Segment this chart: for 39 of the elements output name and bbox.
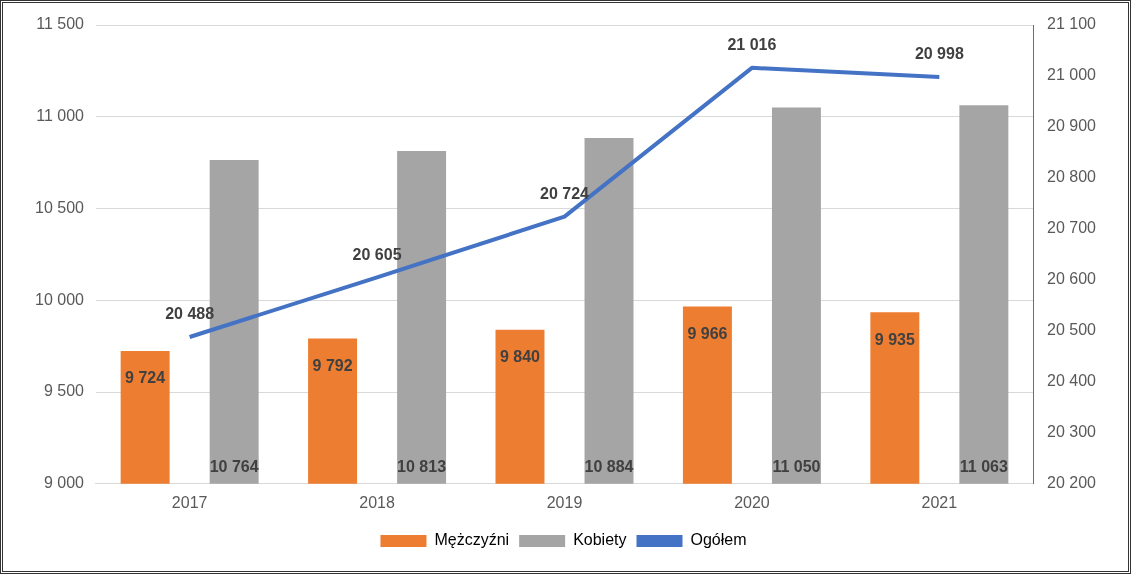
data-label: 20 605 [352, 245, 402, 263]
y-tick-label: 10 000 [35, 290, 85, 308]
data-label: 9 935 [874, 330, 915, 348]
data-label: 20 998 [914, 45, 964, 63]
legend-label: Kobiety [573, 531, 627, 549]
y2-tick-label: 20 600 [1047, 270, 1097, 288]
data-label: 20 488 [165, 305, 215, 323]
data-label: 9 724 [125, 369, 166, 387]
y2-tick-label: 21 000 [1047, 66, 1097, 84]
y2-tick-label: 20 900 [1047, 117, 1097, 135]
data-label: 20 724 [540, 185, 590, 203]
x-tick-label: 2021 [921, 493, 958, 511]
data-label: 9 840 [499, 348, 541, 366]
y2-tick-label: 20 400 [1047, 372, 1097, 390]
data-label: 21 016 [727, 36, 777, 54]
y2-tick-label: 21 100 [1047, 15, 1097, 33]
data-label: 10 884 [584, 458, 634, 476]
data-label: 10 764 [209, 458, 259, 476]
legend-label: Ogółem [690, 531, 747, 549]
data-label: 9 966 [687, 324, 728, 342]
y-tick-label: 9 000 [43, 474, 85, 492]
data-label: 11 050 [772, 458, 821, 476]
data-label: 11 063 [959, 458, 1008, 476]
data-label: 10 813 [397, 458, 447, 476]
y2-tick-label: 20 800 [1047, 168, 1097, 186]
y-tick-label: 11 000 [36, 107, 85, 125]
y-tick-label: 10 500 [35, 198, 85, 216]
x-tick-label: 2017 [171, 493, 208, 511]
data-label: 9 792 [312, 356, 353, 374]
y-tick-label: 9 500 [43, 382, 85, 400]
x-tick-label: 2019 [546, 493, 583, 511]
x-tick-label: 2020 [734, 493, 770, 511]
x-tick-label: 2018 [359, 493, 395, 511]
legend-label: Mężczyźni [434, 531, 510, 549]
y2-tick-label: 20 300 [1047, 423, 1097, 441]
y2-tick-label: 20 200 [1047, 474, 1097, 492]
y2-tick-label: 20 500 [1047, 321, 1097, 339]
y-tick-label: 11 500 [36, 15, 85, 33]
y2-tick-label: 20 700 [1047, 219, 1097, 237]
